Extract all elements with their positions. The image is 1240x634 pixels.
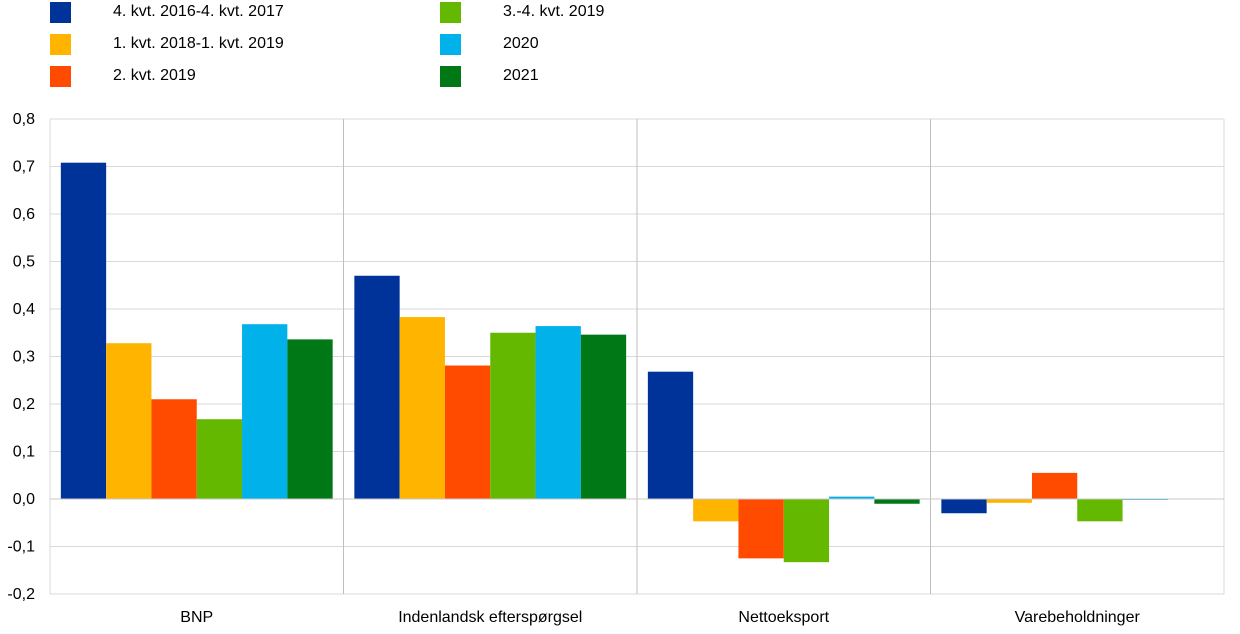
legend-label: 2. kvt. 2019: [113, 67, 196, 84]
y-tick-label: 0,8: [13, 111, 35, 128]
legend-item: 4. kvt. 2016-4. kvt. 2017: [50, 1, 284, 23]
bar: [490, 332, 536, 499]
bar: [874, 499, 920, 504]
bar: [647, 371, 694, 499]
legend-label: 2020: [503, 35, 539, 52]
legend-item: 3.-4. kvt. 2019: [440, 1, 604, 23]
y-tick-label: 0,1: [13, 444, 35, 461]
bar: [444, 365, 491, 499]
bar: [986, 499, 1032, 503]
legend-label: 3.-4. kvt. 2019: [503, 3, 605, 20]
bar: [287, 339, 333, 499]
bar: [242, 324, 288, 499]
x-category-label: Indenlandsk efterspørgsel: [398, 609, 582, 626]
bar: [693, 499, 739, 522]
x-category-label: Nettoeksport: [738, 609, 829, 626]
y-tick-label: 0,0: [13, 491, 35, 508]
bar: [738, 499, 784, 559]
bar: [196, 419, 243, 499]
x-category-label: BNP: [180, 609, 213, 626]
bar: [60, 162, 107, 499]
bar: [829, 496, 875, 499]
y-tick-label: -0,1: [7, 539, 35, 556]
legend-swatch: [440, 65, 461, 87]
legend-item: 1. kvt. 2018-1. kvt. 2019: [50, 33, 284, 55]
legend-swatch: [440, 33, 461, 55]
y-tick-label: 0,3: [13, 349, 35, 366]
legend-swatch: [50, 33, 71, 55]
bar: [941, 499, 987, 514]
bar: [535, 326, 581, 499]
y-tick-label: -0,2: [7, 586, 35, 603]
legend-item: 2021: [440, 65, 539, 87]
bar: [783, 499, 830, 563]
bar: [580, 334, 627, 499]
bar: [1077, 499, 1123, 522]
legend-swatch: [440, 1, 461, 23]
legend-label: 4. kvt. 2016-4. kvt. 2017: [113, 3, 284, 20]
y-tick-label: 0,4: [13, 301, 35, 318]
legend-swatch: [50, 1, 71, 23]
legend-item: 2020: [440, 33, 539, 55]
bar: [106, 343, 152, 499]
bar: [1031, 472, 1078, 499]
legend-swatch: [50, 65, 71, 87]
y-tick-label: 0,6: [13, 206, 35, 223]
x-category-label: Varebeholdninger: [1015, 609, 1141, 626]
legend-label: 2021: [503, 67, 539, 84]
y-tick-label: 0,2: [13, 396, 35, 413]
legend-item: 2. kvt. 2019: [50, 65, 196, 87]
bar: [354, 275, 400, 499]
bar: [399, 317, 445, 499]
y-tick-label: 0,5: [13, 254, 35, 271]
y-tick-label: 0,7: [13, 159, 35, 176]
legend-label: 1. kvt. 2018-1. kvt. 2019: [113, 35, 284, 52]
bar: [151, 399, 197, 499]
